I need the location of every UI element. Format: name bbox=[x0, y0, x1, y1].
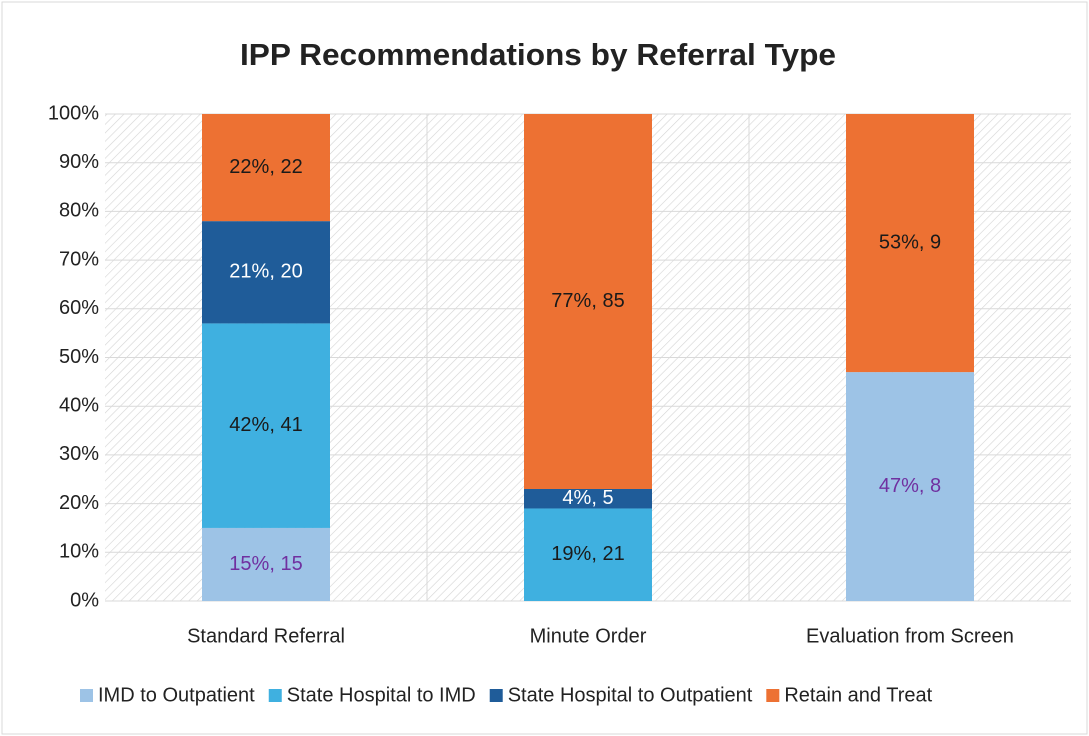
y-tick-label: 40% bbox=[59, 394, 99, 416]
legend-label: Retain and Treat bbox=[784, 684, 932, 706]
y-tick-label: 30% bbox=[59, 443, 99, 465]
bar-segment bbox=[524, 508, 652, 601]
chart-title: IPP Recommendations by Referral Type bbox=[240, 37, 836, 72]
legend-label: State Hospital to IMD bbox=[287, 684, 476, 706]
data-label: 22%, 22 bbox=[229, 156, 302, 178]
data-label: 4%, 5 bbox=[562, 487, 613, 509]
bar-segment bbox=[524, 488, 652, 509]
legend-label: IMD to Outpatient bbox=[98, 684, 255, 706]
bar-segment bbox=[202, 221, 330, 324]
bar-segment bbox=[846, 372, 974, 601]
y-tick-label: 50% bbox=[59, 346, 99, 368]
y-tick-label: 100% bbox=[48, 102, 99, 124]
data-label: 21%, 20 bbox=[229, 261, 302, 283]
y-tick-label: 20% bbox=[59, 492, 99, 514]
x-tick-label: Standard Referral bbox=[187, 625, 345, 647]
y-tick-label: 60% bbox=[59, 297, 99, 319]
data-label: 47%, 8 bbox=[879, 475, 941, 497]
legend-swatch bbox=[766, 689, 780, 702]
x-tick-label: Evaluation from Screen bbox=[806, 625, 1014, 647]
bar-segment bbox=[202, 527, 330, 601]
legend-swatch bbox=[489, 689, 503, 702]
legend-label: State Hospital to Outpatient bbox=[508, 684, 753, 706]
x-tick-label: Minute Order bbox=[530, 625, 647, 647]
data-label: 15%, 15 bbox=[229, 553, 302, 575]
y-tick-label: 70% bbox=[59, 248, 99, 270]
y-tick-label: 90% bbox=[59, 151, 99, 173]
y-tick-label: 80% bbox=[59, 200, 99, 222]
y-tick-label: 10% bbox=[59, 541, 99, 563]
bar-segment bbox=[202, 323, 330, 528]
y-tick-label: 0% bbox=[70, 589, 99, 611]
bar-segment bbox=[202, 114, 330, 222]
data-label: 19%, 21 bbox=[551, 543, 624, 565]
data-label: 53%, 9 bbox=[879, 231, 941, 253]
bar-segment bbox=[846, 114, 974, 373]
legend-swatch bbox=[80, 689, 93, 702]
data-label: 77%, 85 bbox=[551, 290, 624, 312]
data-label: 42%, 41 bbox=[229, 414, 302, 436]
legend-swatch bbox=[268, 689, 282, 702]
bar-segment bbox=[524, 114, 652, 489]
